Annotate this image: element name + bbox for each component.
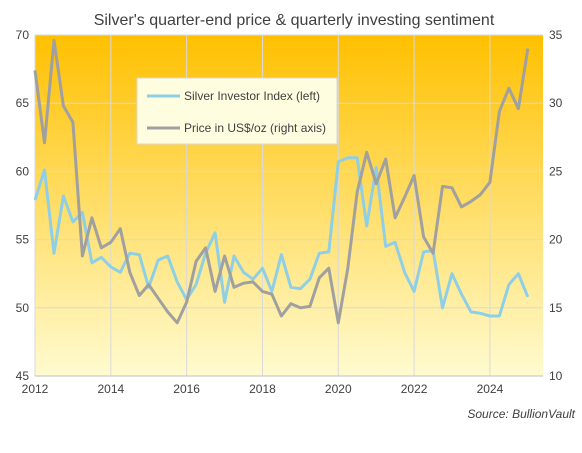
y-left-tick-label: 70 <box>16 28 30 42</box>
x-tick-label: 2018 <box>249 382 276 396</box>
legend-label-price: Price in US$/oz (right axis) <box>184 121 326 135</box>
y-left-tick-label: 65 <box>16 96 30 110</box>
y-left-tick-label: 55 <box>16 233 30 247</box>
legend-box <box>136 77 338 145</box>
y-right-tick-label: 25 <box>549 164 563 178</box>
axes: 45 50 55 60 65 70 10 15 20 25 30 35 2012 2014 2016 2018… <box>16 28 563 396</box>
chart-title: Silver's quarter-end price & quarterly i… <box>94 12 495 29</box>
y-right-tick-label: 20 <box>549 233 563 247</box>
y-right-tick-label: 15 <box>549 301 563 315</box>
source-note: Source: BullionVault <box>467 407 575 421</box>
x-tick-label: 2016 <box>173 382 200 396</box>
x-tick-label: 2014 <box>97 382 124 396</box>
x-tick-label: 2012 <box>22 382 49 396</box>
series-lines <box>33 39 530 325</box>
y-right-tick-label: 10 <box>549 369 563 383</box>
legend-label-silver-investor-index: Silver Investor Index (left) <box>184 89 320 103</box>
series-line-price <box>33 39 530 325</box>
y-right-tick-label: 30 <box>549 96 563 110</box>
y-right-tick-label: 35 <box>549 28 563 42</box>
x-tick-label: 2020 <box>325 382 352 396</box>
y-left-tick-label: 45 <box>16 369 30 383</box>
x-tick-label: 2022 <box>401 382 428 396</box>
y-left-tick-label: 50 <box>16 301 30 315</box>
y-left-tick-label: 60 <box>16 164 30 178</box>
legend: Silver Investor Index (left) Price in US… <box>136 77 338 145</box>
x-tick-label: 2024 <box>477 382 504 396</box>
series-line-silver-investor-index <box>33 156 530 318</box>
